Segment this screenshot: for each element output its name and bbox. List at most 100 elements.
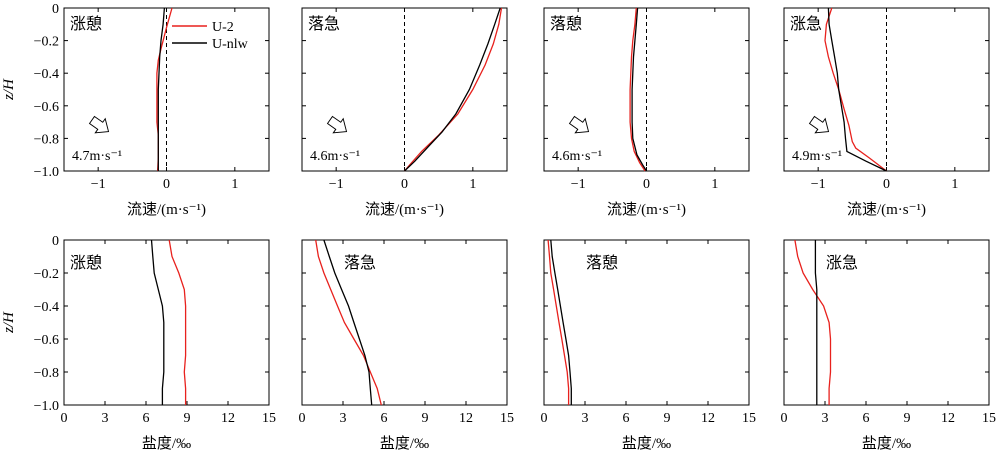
- x-tick-label: 12: [701, 411, 715, 426]
- series-line-u-nlw: [827, 7, 887, 172]
- x-tick-label: 9: [422, 411, 429, 426]
- x-tick-label: 3: [102, 411, 109, 426]
- legend: U-2 U-nlw: [172, 20, 249, 52]
- series-line-u-2: [404, 7, 503, 172]
- x-tick-label: 1: [469, 177, 476, 192]
- surface-speed-label: 4.7m·s⁻¹: [72, 149, 122, 164]
- x-tick-label: −1: [811, 177, 826, 192]
- series-line-u-2: [156, 7, 173, 172]
- chart-panel-6: 0 3 6 9 12 15 盐度/‰ 落急: [299, 239, 514, 451]
- y-tick-label: −0.2: [34, 267, 59, 282]
- x-tick-label: 15: [982, 411, 996, 426]
- y-tick-label: 0: [52, 234, 59, 249]
- surface-speed-label: 4.9m·s⁻¹: [792, 149, 842, 164]
- x-tick-label: 9: [904, 411, 911, 426]
- y-tick-label: −0.4: [34, 67, 59, 82]
- y-tick-label: −0.4: [34, 300, 59, 315]
- x-axis-label: 盐度/‰: [142, 435, 191, 451]
- x-axis-label: 流速/(m·s⁻¹): [847, 201, 926, 218]
- plot-frame: [543, 239, 750, 406]
- flow-direction-arrow-icon: [88, 115, 110, 134]
- series-line-u-2: [794, 239, 832, 405]
- surface-speed-label: 4.6m·s⁻¹: [552, 149, 602, 164]
- tide-phase-label: 落急: [308, 15, 340, 33]
- y-tick-label: −0.8: [34, 366, 59, 381]
- chart-panel-4: −1 0 1 流速/(m·s⁻¹) 涨急 4.9m·s⁻¹: [783, 7, 990, 218]
- x-tick-label: 12: [941, 411, 955, 426]
- x-axis-label: 盐度/‰: [380, 435, 429, 451]
- y-tick-label: −1.0: [34, 399, 59, 414]
- plot-frame: [783, 239, 990, 406]
- x-tick-label: 3: [822, 411, 829, 426]
- chart-panel-5: 0 3 6 9 12 15 0 −0.2 −0.4 −0.6 −0.8 −1.0 盐度/‰ 涨憩: [34, 234, 276, 451]
- series-line-u-nlw: [323, 239, 373, 406]
- plot-frame: [63, 239, 270, 406]
- x-tick-label: 9: [184, 411, 191, 426]
- series-line-u-nlw: [404, 7, 501, 172]
- tide-phase-label: 涨憩: [70, 15, 102, 33]
- x-tick-label: 1: [711, 177, 718, 192]
- x-tick-label: −1: [571, 177, 586, 192]
- x-tick-label: 6: [381, 411, 388, 426]
- x-tick-label: 15: [742, 411, 756, 426]
- flow-direction-arrow-icon: [326, 115, 348, 134]
- x-axis-label: 盐度/‰: [622, 435, 671, 451]
- x-tick-label: 15: [500, 411, 514, 426]
- x-tick-label: 12: [221, 411, 235, 426]
- chart-panel-3: −1 0 1 流速/(m·s⁻¹) 落憩 4.6m·s⁻¹: [543, 7, 750, 218]
- x-tick-label: −1: [329, 177, 344, 192]
- series-line-u-2: [547, 239, 570, 405]
- x-tick-label: 0: [163, 177, 170, 192]
- x-tick-label: 6: [623, 411, 630, 426]
- x-axis-label: 流速/(m·s⁻¹): [127, 201, 206, 218]
- tide-phase-label: 落憩: [586, 254, 618, 272]
- x-tick-label: −1: [91, 177, 106, 192]
- x-tick-label: 12: [459, 411, 473, 426]
- x-tick-label: 9: [664, 411, 671, 426]
- series-line-u-2: [315, 239, 382, 406]
- series-line-u-nlw: [150, 239, 165, 405]
- x-tick-label: 0: [883, 177, 890, 192]
- chart-panel-1: −1 0 1 0 −0.2 −0.4 −0.6 −0.8 −1.0 流速/(m·s⁻¹) 涨憩 4.7…: [34, 2, 270, 218]
- series-line-u-nlw: [550, 239, 572, 405]
- x-tick-label: 0: [643, 177, 650, 192]
- tide-phase-label: 落憩: [550, 15, 582, 33]
- x-tick-label: 0: [401, 177, 408, 192]
- legend-label-u-nlw: U-nlw: [212, 37, 249, 52]
- x-tick-label: 6: [863, 411, 870, 426]
- x-tick-label: 6: [143, 411, 150, 426]
- y-tick-label: −0.8: [34, 132, 59, 147]
- x-tick-label: 0: [781, 411, 788, 426]
- y-tick-label: −0.6: [34, 100, 59, 115]
- series-line-u-2: [824, 7, 887, 172]
- x-axis-label: 流速/(m·s⁻¹): [365, 201, 444, 218]
- flow-direction-arrow-icon: [568, 115, 590, 134]
- y-tick-label: 0: [52, 2, 59, 17]
- series-line-u-nlw: [631, 7, 648, 172]
- flow-direction-arrow-icon: [808, 115, 830, 134]
- y-axis-label: z/H: [1, 78, 17, 101]
- x-tick-label: 1: [951, 177, 958, 192]
- chart-panel-8: 0 3 6 9 12 15 盐度/‰ 涨急: [781, 239, 996, 451]
- x-tick-label: 15: [262, 411, 276, 426]
- x-tick-label: 3: [340, 411, 347, 426]
- y-tick-label: −1.0: [34, 165, 59, 180]
- chart-panel-7: 0 3 6 9 12 15 盐度/‰ 落憩: [541, 239, 756, 451]
- y-axis-label: z/H: [1, 311, 17, 334]
- chart-panel-2: −1 0 1 流速/(m·s⁻¹) 落急 4.6m·s⁻¹: [301, 7, 508, 218]
- surface-speed-label: 4.6m·s⁻¹: [310, 149, 360, 164]
- series-line-u-nlw: [814, 240, 818, 405]
- y-tick-label: −0.2: [34, 35, 59, 50]
- x-axis-label: 盐度/‰: [862, 435, 911, 451]
- tide-phase-label: 涨憩: [70, 254, 102, 272]
- series-line-u-2: [168, 239, 187, 405]
- series-line-u-nlw: [157, 7, 166, 171]
- plot-frame: [301, 239, 508, 406]
- x-tick-label: 0: [541, 411, 548, 426]
- x-tick-label: 3: [582, 411, 589, 426]
- tide-phase-label: 涨急: [826, 254, 858, 272]
- x-tick-label: 1: [231, 177, 238, 192]
- legend-label-u-2: U-2: [212, 20, 234, 35]
- tide-phase-label: 落急: [344, 254, 376, 272]
